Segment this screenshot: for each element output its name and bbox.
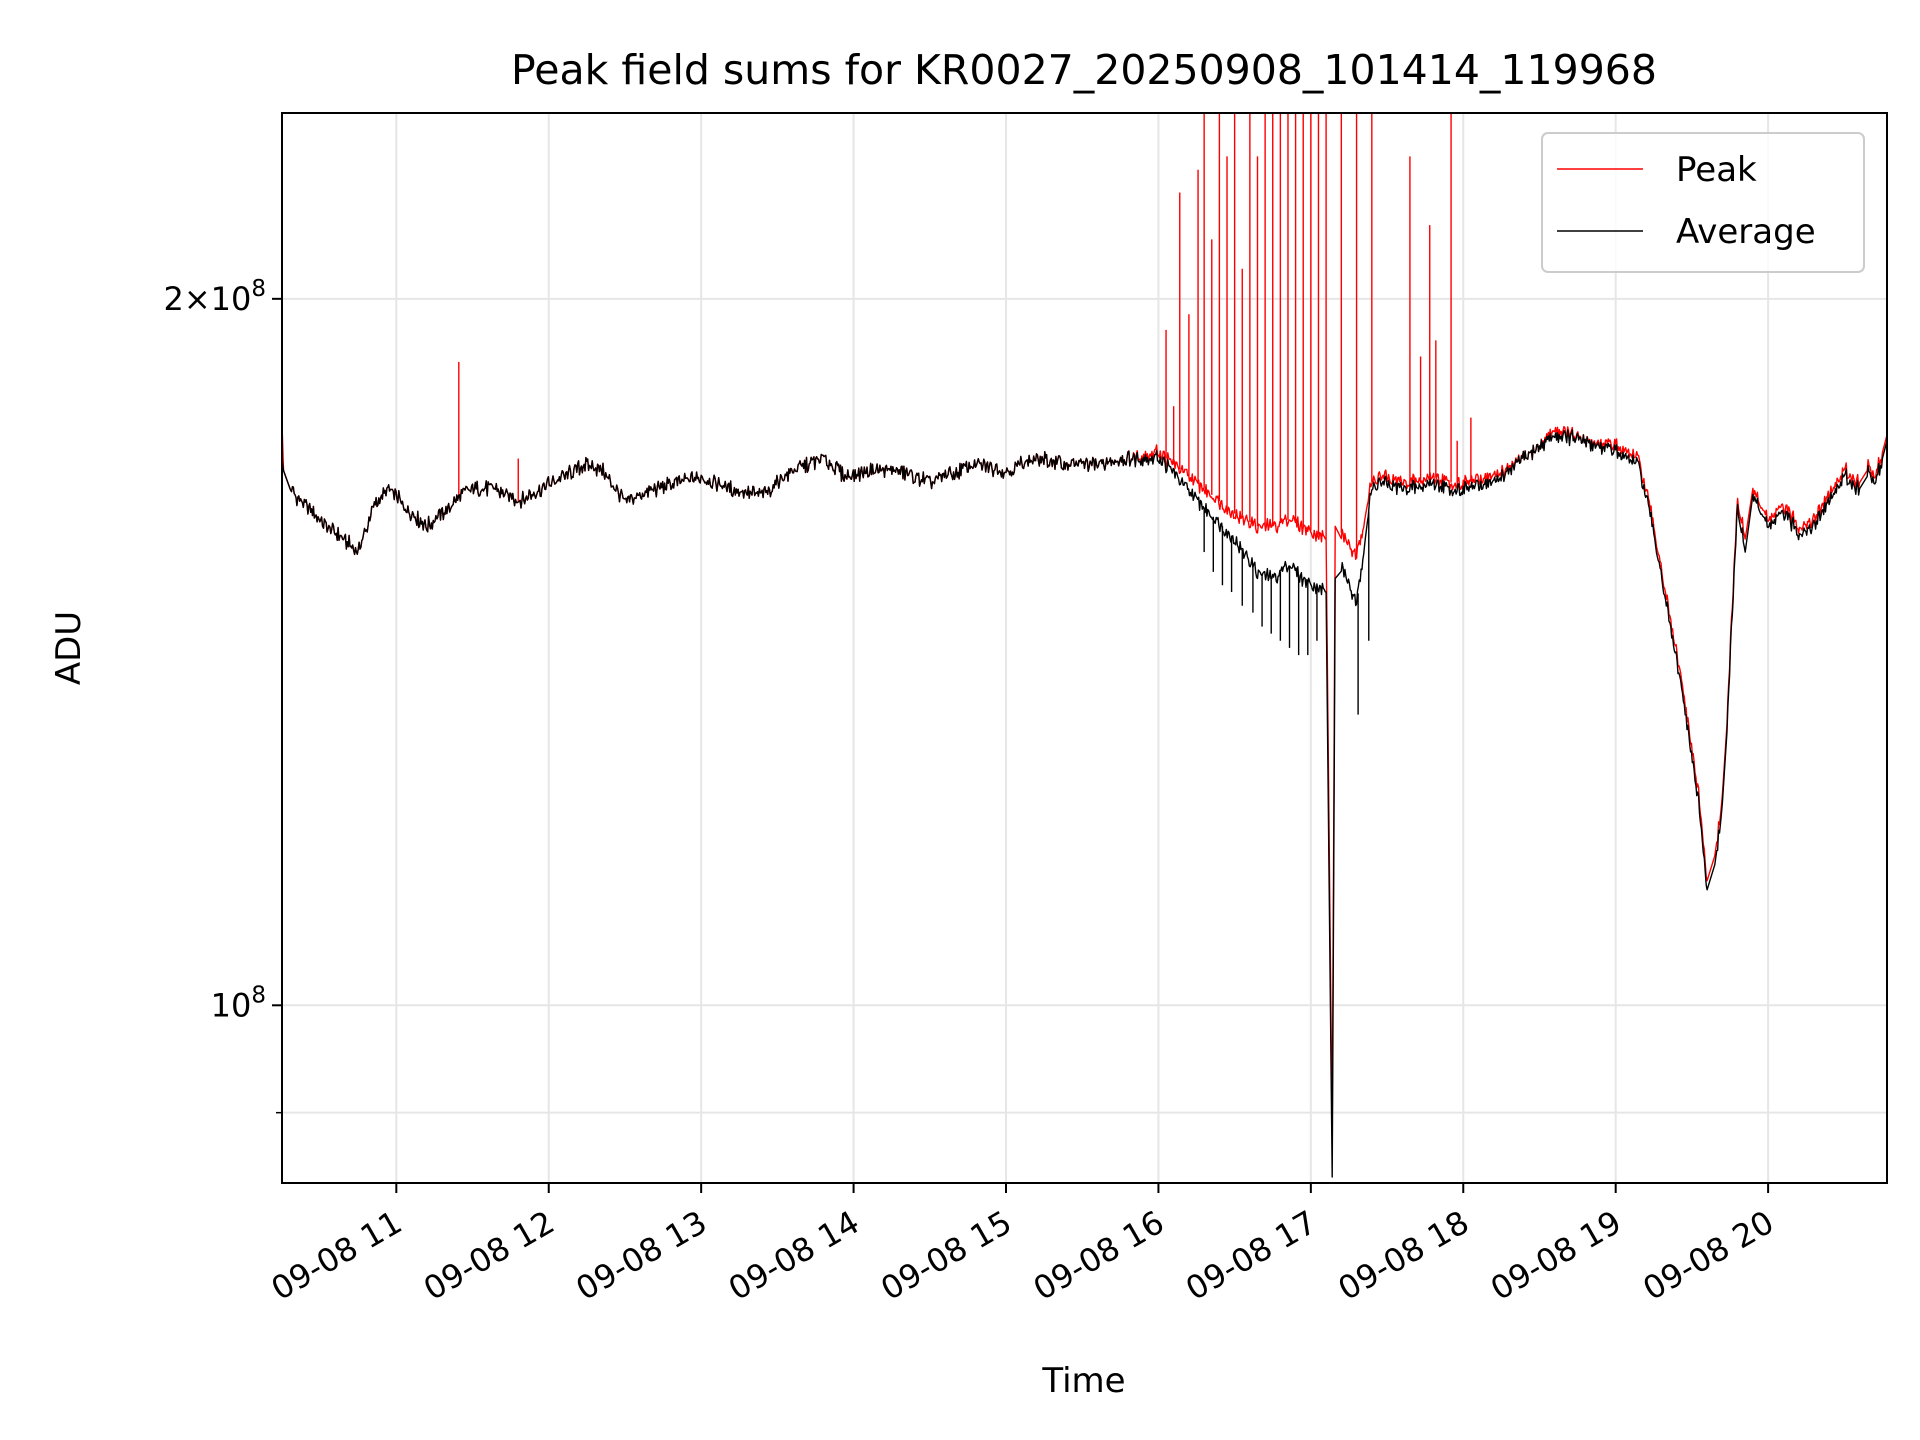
plot-frame [281, 112, 1888, 1184]
series-average-line [282, 429, 1887, 1178]
legend-box [1541, 132, 1865, 273]
y-tick-label: 108 [211, 982, 266, 1024]
y-axis-title: ADU [49, 611, 89, 685]
series-layer [282, 113, 1887, 1178]
legend: Peak Average [1541, 132, 1865, 273]
legend-label-average: Average [1676, 212, 1816, 252]
y-axis: 2×108 108 [163, 276, 282, 1114]
legend-label-peak: Peak [1676, 150, 1757, 190]
chart-title: Peak field sums for KR0027_20250908_1014… [511, 46, 1657, 94]
y-tick-label: 2×108 [163, 276, 266, 318]
grid [282, 113, 1887, 1183]
x-axis-title: Time [1041, 1361, 1125, 1401]
